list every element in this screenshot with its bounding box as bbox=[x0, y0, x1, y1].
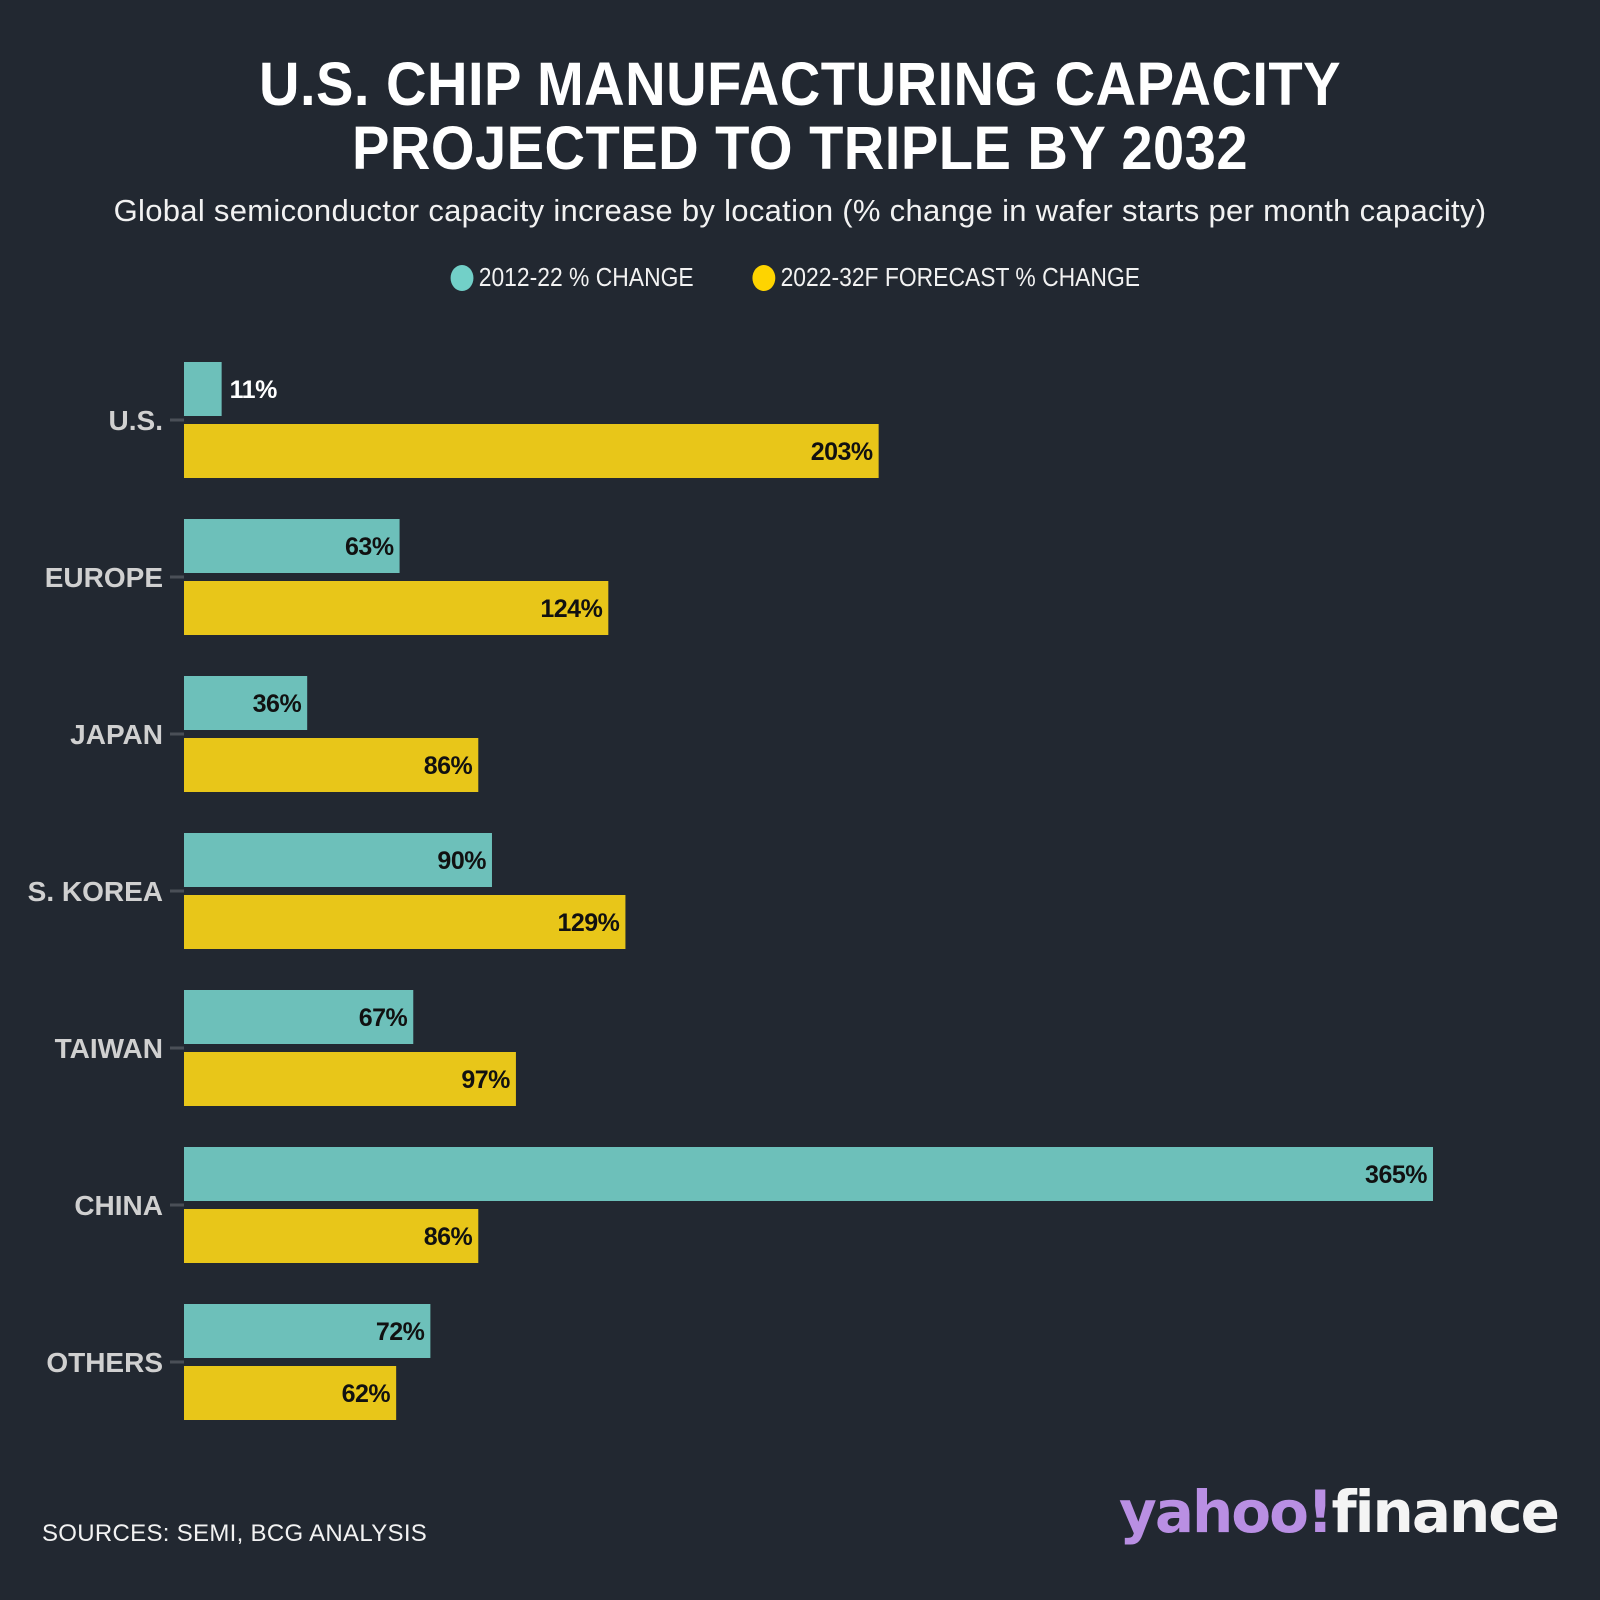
value-label: 90% bbox=[437, 847, 486, 875]
value-label: 72% bbox=[376, 1318, 425, 1346]
bar-2012-22 bbox=[184, 519, 400, 573]
value-label: 11% bbox=[230, 376, 277, 404]
value-label: 97% bbox=[461, 1066, 510, 1094]
bar-2022-32f bbox=[184, 1209, 479, 1263]
legend-label: 2022-32F FORECAST % CHANGE bbox=[780, 262, 1140, 292]
bar-2022-32f bbox=[184, 1052, 516, 1106]
logo-finance: finance bbox=[1331, 1478, 1560, 1546]
value-label: 203% bbox=[811, 438, 873, 466]
chart-subtitle: Global semiconductor capacity increase b… bbox=[113, 193, 1487, 228]
category-label: U.S. bbox=[109, 405, 163, 436]
category-label: JAPAN bbox=[70, 719, 163, 750]
logo-yahoo: yahoo! bbox=[1119, 1478, 1333, 1546]
bar-2022-32f bbox=[184, 1366, 397, 1420]
legend-swatch-teal-icon bbox=[450, 264, 474, 291]
chart-title: U.S. CHIP MANUFACTURING CAPACITY PROJECT… bbox=[64, 52, 1536, 180]
legend-label: 2012-22 % CHANGE bbox=[478, 262, 694, 292]
value-label: 86% bbox=[424, 752, 473, 780]
value-label: 365% bbox=[1365, 1161, 1427, 1189]
bar-2022-32f bbox=[184, 424, 879, 478]
bar-2012-22 bbox=[184, 362, 222, 416]
legend-item-2012-22: 2012-22 % CHANGE bbox=[450, 262, 693, 293]
category-label: EUROPE bbox=[45, 562, 163, 593]
legend-swatch-yellow-icon bbox=[752, 264, 776, 291]
value-label: 63% bbox=[345, 533, 394, 561]
category-label: TAIWAN bbox=[55, 1033, 163, 1064]
bar-2022-32f bbox=[184, 581, 609, 635]
value-label: 67% bbox=[359, 1004, 408, 1032]
bar-2012-22 bbox=[184, 1147, 1433, 1201]
value-label: 129% bbox=[557, 909, 619, 937]
bar-2012-22 bbox=[184, 1304, 431, 1358]
bar-2022-32f bbox=[184, 738, 479, 792]
legend-item-2022-32f: 2022-32F FORECAST % CHANGE bbox=[752, 262, 1140, 293]
value-label: 86% bbox=[424, 1223, 473, 1251]
bar-2022-32f bbox=[184, 895, 626, 949]
bar-2012-22 bbox=[184, 990, 414, 1044]
category-label: S. KOREA bbox=[28, 876, 163, 907]
yahoo-finance-logo: yahoo!finance bbox=[1119, 1478, 1560, 1546]
category-label: OTHERS bbox=[46, 1347, 163, 1378]
category-label: CHINA bbox=[74, 1190, 163, 1221]
chart-title-line-1: U.S. CHIP MANUFACTURING CAPACITY bbox=[258, 50, 1342, 118]
value-label: 124% bbox=[540, 595, 602, 623]
bar-2012-22 bbox=[184, 676, 308, 730]
bar-2012-22 bbox=[184, 833, 492, 887]
legend: 2012-22 % CHANGE 2022-32F FORECAST % CHA… bbox=[0, 262, 1600, 293]
value-label: 36% bbox=[253, 690, 302, 718]
value-label: 62% bbox=[342, 1380, 391, 1408]
chart-title-line-2: PROJECTED TO TRIPLE BY 2032 bbox=[351, 114, 1249, 182]
source-note: SOURCES: SEMI, BCG ANALYSIS bbox=[42, 1520, 428, 1547]
